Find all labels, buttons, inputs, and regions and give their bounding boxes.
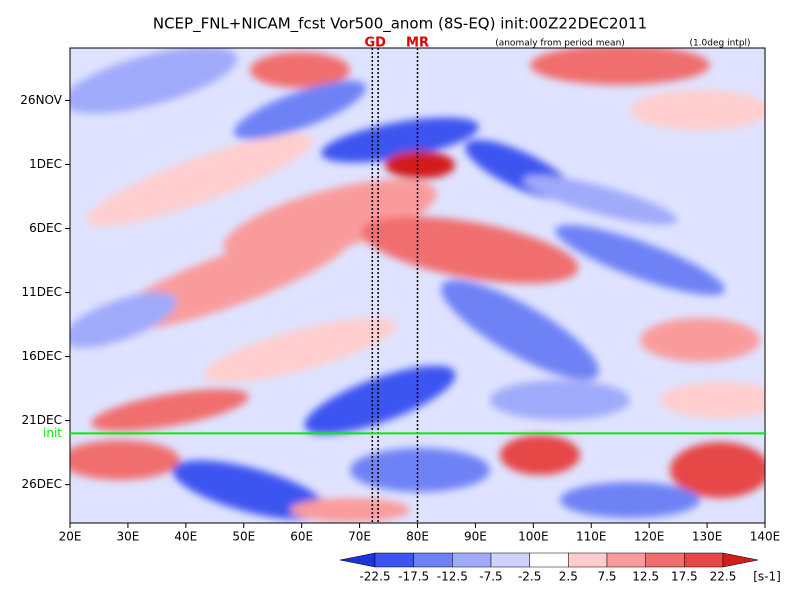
chart-title: NCEP_FNL+NICAM_fcst Vor500_anom (8S-EQ) … — [153, 15, 647, 34]
field-shape — [70, 440, 180, 480]
y-tick-label: 21DEC — [22, 413, 62, 427]
field-shape — [321, 117, 479, 163]
field-shape — [522, 175, 678, 225]
colorbar-box — [568, 552, 608, 568]
field-shape — [530, 48, 710, 85]
colorbar-label: 2.5 — [559, 570, 578, 584]
x-tick-label: 120E — [634, 530, 665, 544]
field-shape — [70, 48, 238, 114]
field-shape — [70, 48, 765, 522]
x-tick-label: 40E — [174, 530, 197, 544]
colorbar-label: -12.5 — [437, 570, 468, 584]
field-shape — [350, 448, 490, 492]
colorbar-end — [722, 552, 759, 568]
field-shape — [640, 318, 760, 362]
subtitle: (1.0deg intpl) — [689, 39, 750, 49]
colorbar-box — [606, 552, 646, 568]
x-tick-label: 60E — [290, 530, 313, 544]
field-shape — [670, 442, 765, 498]
colorbar-label: 12.5 — [632, 570, 659, 584]
marker-label: GD — [364, 36, 386, 51]
x-tick-label: 50E — [232, 530, 255, 544]
x-tick-label: 110E — [576, 530, 607, 544]
x-tick-label: 140E — [750, 530, 781, 544]
field-shape — [203, 317, 397, 383]
marker-label: MR — [406, 36, 429, 51]
field-shape — [630, 90, 765, 130]
colorbar-label: -17.5 — [398, 570, 429, 584]
y-tick-label: 1DEC — [29, 157, 62, 171]
x-tick-label: 90E — [464, 530, 487, 544]
colorbar-label: -22.5 — [359, 570, 390, 584]
field-shape — [233, 80, 367, 140]
field-shape — [560, 482, 700, 518]
field-shape — [70, 292, 177, 348]
colorbar-end — [339, 552, 376, 568]
x-tick-label: 20E — [59, 530, 82, 544]
field-shape — [555, 224, 725, 296]
colorbar-label: -2.5 — [518, 570, 541, 584]
field-shape — [290, 498, 410, 522]
field-shape — [361, 216, 579, 284]
y-tick-label: 26DEC — [22, 477, 62, 491]
vorticity-field — [70, 48, 765, 523]
colorbar-box — [413, 552, 453, 568]
field-shape — [250, 52, 350, 88]
y-tick-label: 6DEC — [29, 221, 62, 235]
colorbar-box — [645, 552, 685, 568]
colorbar-label: 7.5 — [597, 570, 616, 584]
y-tick-label: 11DEC — [22, 285, 62, 299]
colorbar-unit: [s-1] — [753, 570, 781, 584]
field-shape — [490, 380, 630, 420]
colorbar-box — [529, 552, 569, 568]
x-tick-label: 100E — [518, 530, 549, 544]
colorbar-box — [374, 552, 414, 568]
x-tick-label: 70E — [348, 530, 371, 544]
x-tick-label: 130E — [692, 530, 723, 544]
field-shape — [172, 460, 328, 520]
init-label: init — [43, 426, 62, 440]
field-shape — [304, 365, 456, 435]
field-shape — [500, 435, 580, 475]
colorbar-box — [684, 552, 724, 568]
field-shape — [441, 280, 599, 380]
y-tick-label: 16DEC — [22, 349, 62, 363]
y-tick-label: 26NOV — [20, 93, 62, 107]
colorbar-box — [490, 552, 530, 568]
x-tick-label: 80E — [406, 530, 429, 544]
field-shape — [660, 382, 765, 418]
colorbar-label: -7.5 — [479, 570, 502, 584]
field-shape — [86, 134, 314, 226]
colorbar-label: 17.5 — [671, 570, 698, 584]
subtitle: (anomaly from period mean) — [495, 39, 625, 49]
field-shape — [91, 388, 249, 432]
field-shape — [385, 151, 455, 179]
x-tick-label: 30E — [116, 530, 139, 544]
colorbar-label: 22.5 — [710, 570, 737, 584]
colorbar-box — [452, 552, 492, 568]
